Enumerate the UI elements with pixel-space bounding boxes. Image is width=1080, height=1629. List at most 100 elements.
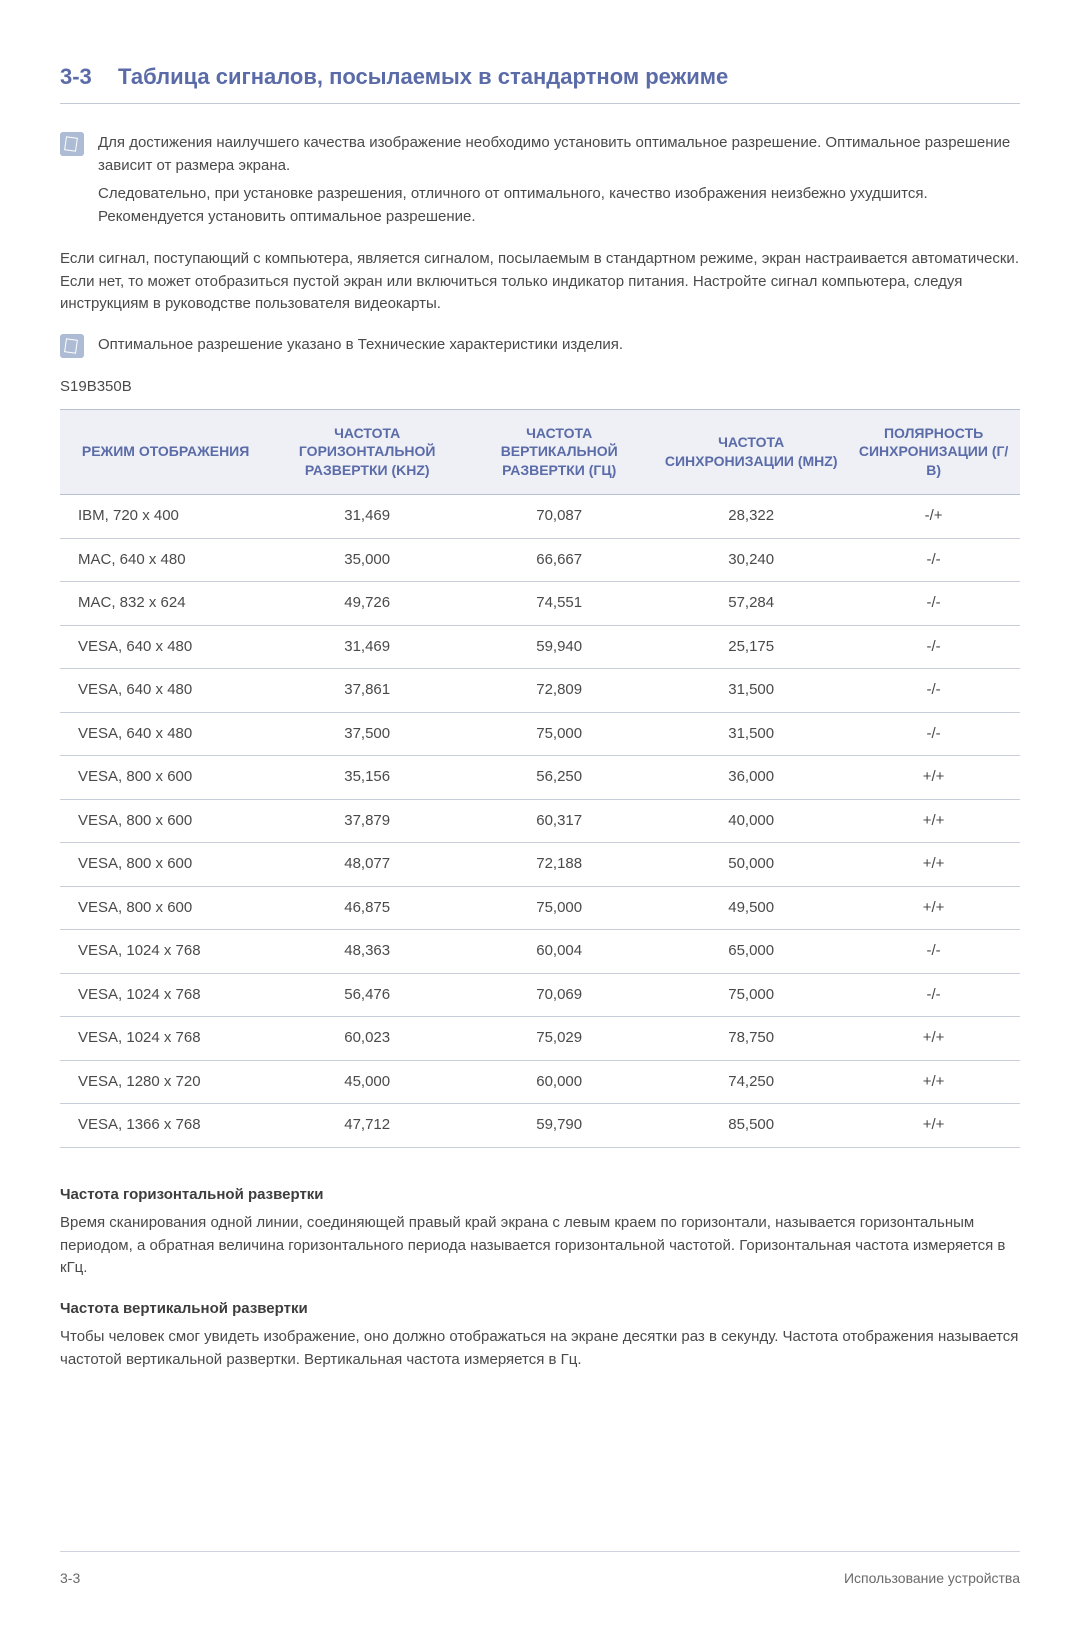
table-cell: 31,469 [271,495,463,539]
table-cell: IBM, 720 x 400 [60,495,271,539]
table-cell: 40,000 [655,799,847,843]
table-cell: 60,023 [271,1017,463,1061]
signal-table: РЕЖИМ ОТОБРАЖЕНИЯ ЧАСТОТА ГОРИЗОНТАЛЬНОЙ… [60,409,1020,1148]
table-cell: 48,077 [271,843,463,887]
note-icon [60,334,84,358]
table-cell: 49,726 [271,582,463,626]
table-cell: 70,087 [463,495,655,539]
table-cell: 59,790 [463,1104,655,1148]
table-row: IBM, 720 x 40031,46970,08728,322-/+ [60,495,1020,539]
table-cell: 36,000 [655,756,847,800]
table-cell: 35,156 [271,756,463,800]
table-cell: 45,000 [271,1060,463,1104]
table-cell: 78,750 [655,1017,847,1061]
table-cell: 74,250 [655,1060,847,1104]
table-cell: VESA, 1280 x 720 [60,1060,271,1104]
table-cell: 70,069 [463,973,655,1017]
body-paragraph: Если сигнал, поступающий с компьютера, я… [60,248,1020,316]
table-row: VESA, 1366 x 76847,71259,79085,500+/+ [60,1104,1020,1148]
table-cell: 31,500 [655,712,847,756]
table-cell: 37,500 [271,712,463,756]
table-cell: 47,712 [271,1104,463,1148]
section-number: 3-3 [60,64,92,89]
table-cell: 74,551 [463,582,655,626]
table-cell: 25,175 [655,625,847,669]
table-cell: +/+ [847,799,1020,843]
table-row: VESA, 640 x 48037,50075,00031,500-/- [60,712,1020,756]
note-text-1: Для достижения наилучшего качества изобр… [98,132,1020,234]
table-cell: 75,000 [463,886,655,930]
col-header-polarity: ПОЛЯРНОСТЬ СИНХРОНИЗАЦИИ (Г/В) [847,409,1020,495]
table-cell: 46,875 [271,886,463,930]
table-cell: VESA, 1024 x 768 [60,973,271,1017]
table-cell: 66,667 [463,538,655,582]
table-row: MAC, 832 x 62449,72674,55157,284-/- [60,582,1020,626]
table-cell: 75,029 [463,1017,655,1061]
table-row: VESA, 640 x 48031,46959,94025,175-/- [60,625,1020,669]
table-cell: 75,000 [655,973,847,1017]
table-cell: 35,000 [271,538,463,582]
table-row: VESA, 640 x 48037,86172,80931,500-/- [60,669,1020,713]
table-cell: VESA, 800 x 600 [60,886,271,930]
table-cell: MAC, 640 x 480 [60,538,271,582]
table-cell: +/+ [847,756,1020,800]
table-row: VESA, 800 x 60046,87575,00049,500+/+ [60,886,1020,930]
table-cell: 48,363 [271,930,463,974]
note-block-1: Для достижения наилучшего качества изобр… [60,132,1020,234]
table-cell: 75,000 [463,712,655,756]
def1-text: Время сканирования одной линии, соединяю… [60,1212,1020,1280]
table-cell: -/- [847,538,1020,582]
table-cell: VESA, 640 x 480 [60,669,271,713]
table-cell: 31,500 [655,669,847,713]
footer-right: Использование устройства [844,1568,1020,1589]
section-title: Таблица сигналов, посылаемых в стандартн… [118,64,728,89]
table-cell: VESA, 640 x 480 [60,625,271,669]
table-cell: VESA, 1366 x 768 [60,1104,271,1148]
section-header: 3-3 Таблица сигналов, посылаемых в станд… [60,60,1020,104]
table-cell: VESA, 800 x 600 [60,756,271,800]
col-header-vfreq: ЧАСТОТА ВЕРТИКАЛЬНОЙ РАЗВЕРТКИ (ГЦ) [463,409,655,495]
table-cell: -/- [847,625,1020,669]
table-cell: VESA, 800 x 600 [60,843,271,887]
table-cell: +/+ [847,1017,1020,1061]
col-header-mode: РЕЖИМ ОТОБРАЖЕНИЯ [60,409,271,495]
table-cell: VESA, 640 x 480 [60,712,271,756]
table-cell: -/- [847,582,1020,626]
table-cell: +/+ [847,886,1020,930]
table-row: VESA, 800 x 60048,07772,18850,000+/+ [60,843,1020,887]
table-cell: +/+ [847,843,1020,887]
note-text-2: Оптимальное разрешение указано в Техниче… [98,334,623,363]
table-row: VESA, 1024 x 76860,02375,02978,750+/+ [60,1017,1020,1061]
table-cell: 85,500 [655,1104,847,1148]
def1-heading: Частота горизонтальной развертки [60,1184,1020,1207]
table-cell: 30,240 [655,538,847,582]
table-cell: 60,004 [463,930,655,974]
table-cell: 37,879 [271,799,463,843]
table-row: MAC, 640 x 48035,00066,66730,240-/- [60,538,1020,582]
note-icon [60,132,84,156]
page-footer: 3-3 Использование устройства [60,1551,1020,1589]
table-cell: -/- [847,930,1020,974]
table-cell: 60,317 [463,799,655,843]
table-cell: 49,500 [655,886,847,930]
note-block-2: Оптимальное разрешение указано в Техниче… [60,334,1020,363]
table-cell: 31,469 [271,625,463,669]
note2-p1: Оптимальное разрешение указано в Техниче… [98,334,623,357]
table-row: VESA, 1024 x 76856,47670,06975,000-/- [60,973,1020,1017]
table-body: IBM, 720 x 40031,46970,08728,322-/+MAC, … [60,495,1020,1148]
table-cell: 72,809 [463,669,655,713]
table-cell: 59,940 [463,625,655,669]
table-cell: 56,476 [271,973,463,1017]
table-row: VESA, 800 x 60037,87960,31740,000+/+ [60,799,1020,843]
table-cell: 50,000 [655,843,847,887]
footer-left: 3-3 [60,1568,80,1589]
col-header-hfreq: ЧАСТОТА ГОРИЗОНТАЛЬНОЙ РАЗВЕРТКИ (KHZ) [271,409,463,495]
table-cell: 65,000 [655,930,847,974]
table-row: VESA, 800 x 60035,15656,25036,000+/+ [60,756,1020,800]
table-cell: VESA, 800 x 600 [60,799,271,843]
table-head: РЕЖИМ ОТОБРАЖЕНИЯ ЧАСТОТА ГОРИЗОНТАЛЬНОЙ… [60,409,1020,495]
table-cell: 37,861 [271,669,463,713]
table-row: VESA, 1280 x 72045,00060,00074,250+/+ [60,1060,1020,1104]
table-cell: 28,322 [655,495,847,539]
model-label: S19B350B [60,376,1020,399]
